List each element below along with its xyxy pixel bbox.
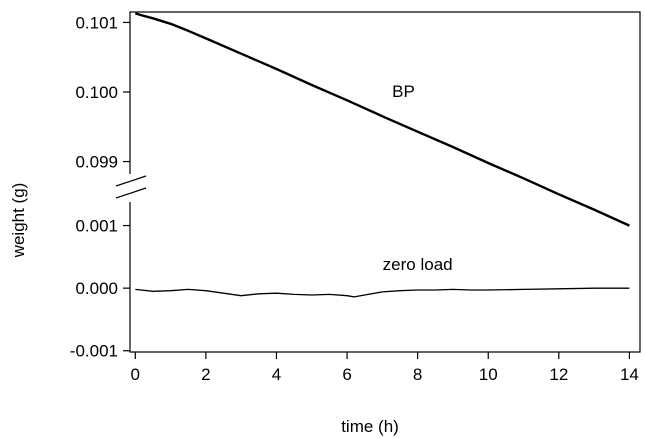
x-tick-label: 8 (413, 365, 422, 384)
series-line-zero-load (135, 287, 630, 298)
x-axis-title: time (h) (341, 417, 399, 436)
y-tick-label: 0.000 (75, 279, 118, 298)
y-tick-label: -0.001 (70, 342, 118, 361)
axis-break-gap (127, 174, 133, 202)
x-tick-label: 2 (201, 365, 210, 384)
series-layer (134, 12, 630, 298)
axis-break-slash (115, 175, 147, 187)
x-tick-label: 6 (342, 365, 351, 384)
x-tick-label: 12 (549, 365, 568, 384)
x-tick-label: 10 (479, 365, 498, 384)
x-tick-label: 0 (131, 365, 140, 384)
series-line-bp (134, 12, 630, 227)
plot-frame (129, 11, 641, 353)
y-axis-title: weight (g) (9, 183, 28, 259)
y-tick-label: 0.101 (75, 13, 118, 32)
y-tick-label: 0.099 (75, 153, 118, 172)
y-tick-label: 0.001 (75, 217, 118, 236)
y-tick-label: 0.100 (75, 83, 118, 102)
y-axis: 0.101 0.100 0.099 0.001 0.000 -0.001 (70, 13, 130, 361)
x-axis: 0 2 4 6 8 10 12 14 (131, 352, 639, 384)
x-tick-label: 4 (272, 365, 281, 384)
plot-border (129, 11, 641, 353)
y-axis-break-marker (115, 174, 147, 202)
annotations: BP zero load (383, 82, 453, 274)
annotation-bp: BP (392, 82, 415, 101)
annotation-zero-load: zero load (383, 255, 453, 274)
x-tick-label: 14 (620, 365, 639, 384)
axis-break-slash (115, 187, 147, 199)
